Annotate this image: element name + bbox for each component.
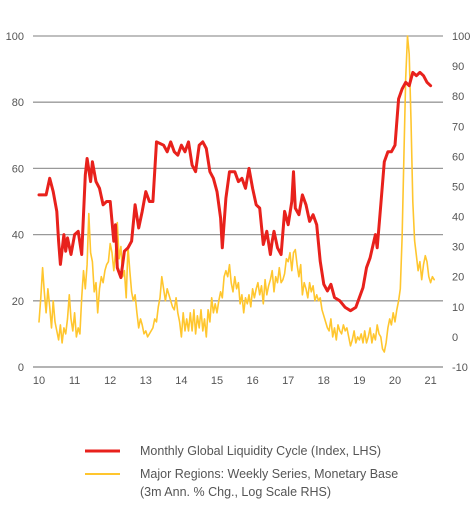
right-tick-80: 80	[452, 91, 464, 103]
right-tick-10: 10	[452, 302, 464, 314]
right-tick-70: 70	[452, 121, 464, 133]
right-tick-0: 0	[452, 332, 458, 344]
left-tick-100: 100	[6, 31, 24, 43]
right-tick-60: 60	[452, 151, 464, 163]
x-tick-16: 16	[246, 375, 258, 387]
legend-label-monetary-base: Major Regions: Weekly Series, Monetary B…	[140, 467, 402, 499]
left-tick-60: 60	[12, 163, 24, 175]
left-axis-ticks: 0 20 40 60 80 100	[6, 31, 24, 374]
series-line-monetary-base	[38, 35, 435, 353]
right-tick-20: 20	[452, 272, 464, 284]
left-tick-0: 0	[18, 362, 24, 374]
series-line-liquidity-cycle	[37, 70, 433, 313]
x-tick-14: 14	[175, 375, 187, 387]
series-layer	[37, 35, 435, 353]
right-tick-100: 100	[452, 31, 470, 43]
gridlines	[33, 35, 443, 368]
legend-label-monetary-base-line1: Major Regions: Weekly Series, Monetary B…	[140, 467, 398, 481]
right-tick-30: 30	[452, 242, 464, 254]
x-tick-18: 18	[318, 375, 330, 387]
legend-label-monetary-base-line2: (3m Ann. % Chg., Log Scale RHS)	[140, 485, 331, 499]
x-tick-21: 21	[424, 375, 436, 387]
right-axis-ticks: -10 0 10 20 30 40 50 60 70 80 90 100	[452, 31, 470, 374]
right-tick--10: -10	[452, 362, 468, 374]
x-tick-20: 20	[389, 375, 401, 387]
left-tick-40: 40	[12, 230, 24, 242]
right-tick-50: 50	[452, 181, 464, 193]
right-tick-40: 40	[452, 212, 464, 224]
x-tick-10: 10	[33, 375, 45, 387]
x-tick-19: 19	[353, 375, 365, 387]
left-tick-20: 20	[12, 296, 24, 308]
legend-label-liquidity-cycle: Monthly Global Liquidity Cycle (Index, L…	[140, 444, 381, 458]
legend: Monthly Global Liquidity Cycle (Index, L…	[85, 444, 402, 499]
x-tick-13: 13	[140, 375, 152, 387]
x-tick-15: 15	[211, 375, 223, 387]
x-axis-ticks: 10 11 12 13 14 15 16 17 18 19 20 21	[33, 375, 437, 387]
right-tick-90: 90	[452, 61, 464, 73]
x-tick-11: 11	[69, 375, 80, 387]
x-tick-12: 12	[104, 375, 116, 387]
left-tick-80: 80	[12, 97, 24, 109]
x-tick-17: 17	[282, 375, 294, 387]
